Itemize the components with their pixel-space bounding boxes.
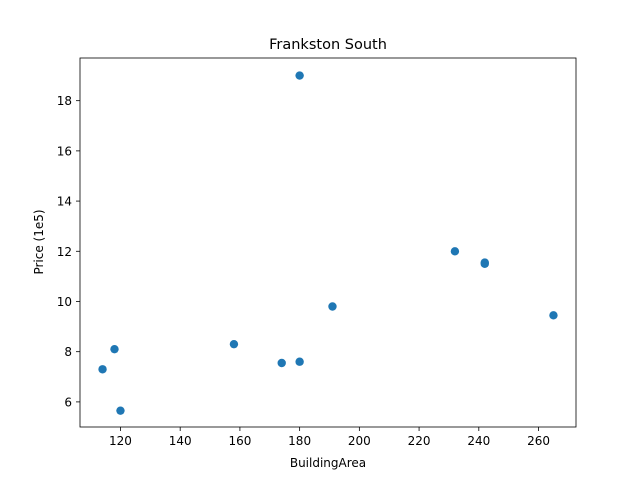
data-point bbox=[229, 339, 239, 349]
x-tick-label: 180 bbox=[288, 434, 311, 448]
x-tick-label: 240 bbox=[467, 434, 490, 448]
y-tick-label: 18 bbox=[57, 94, 72, 108]
data-point bbox=[450, 247, 460, 256]
data-point bbox=[98, 365, 107, 374]
x-tick-label: 200 bbox=[348, 434, 371, 448]
y-tick-label: 6 bbox=[64, 395, 72, 409]
y-tick-label: 10 bbox=[57, 295, 72, 309]
y-tick-label: 12 bbox=[57, 245, 72, 259]
plot-area: 120 140 160 180 200 220 240 260 6 8 10 12 14 16 18 bbox=[57, 57, 577, 448]
x-tick-label: 160 bbox=[228, 434, 251, 448]
y-tick-label: 8 bbox=[64, 345, 72, 359]
y-tick-label: 16 bbox=[57, 144, 72, 158]
data-point bbox=[277, 358, 286, 368]
data-point bbox=[328, 302, 337, 311]
y-tick-label: 14 bbox=[57, 195, 72, 209]
plot-frame bbox=[79, 57, 577, 428]
chart-title: Frankston South bbox=[269, 37, 387, 53]
x-tick-label: 120 bbox=[109, 434, 132, 448]
data-point bbox=[116, 406, 125, 415]
data-point bbox=[295, 71, 304, 80]
x-tick-label: 260 bbox=[527, 434, 550, 448]
y-axis-label: Price (1e5) bbox=[32, 209, 46, 274]
x-tick-label: 140 bbox=[169, 434, 192, 448]
data-point bbox=[480, 259, 489, 269]
data-point bbox=[549, 311, 558, 320]
data-point bbox=[295, 357, 304, 366]
data-point bbox=[110, 344, 119, 354]
x-axis-label: BuildingArea bbox=[290, 456, 366, 470]
x-tick-label: 220 bbox=[408, 434, 431, 448]
